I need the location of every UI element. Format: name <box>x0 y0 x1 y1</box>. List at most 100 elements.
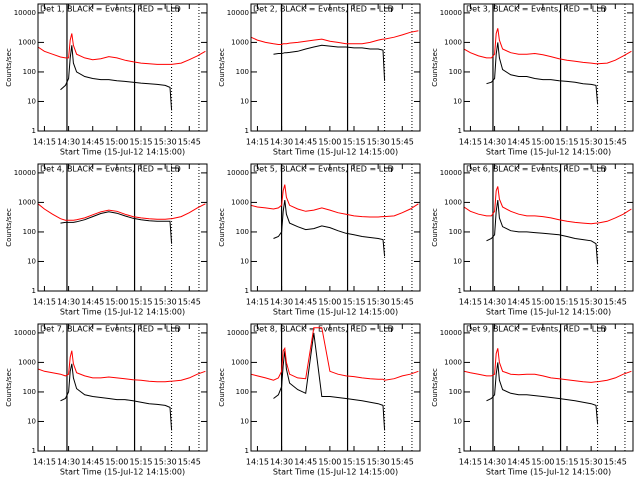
lines <box>464 28 632 105</box>
plot-frame <box>37 163 208 292</box>
lines <box>38 33 206 111</box>
series-line <box>273 44 386 81</box>
y-axis-label: Counts/sec <box>5 48 13 87</box>
plot-frame <box>37 3 208 132</box>
series-line <box>486 362 599 425</box>
panel-title: Det 2, BLACK = Events, RED = LLD <box>253 5 394 14</box>
y-tick-label: 1 <box>458 127 462 135</box>
lines <box>464 186 632 265</box>
x-tick-label: 15:00 <box>531 298 554 307</box>
series-line <box>38 203 206 221</box>
y-tick-label: 100 <box>449 228 462 236</box>
panel: Det 1, BLACK = Events, RED = LLD Start Ti… <box>5 3 208 157</box>
series-line <box>251 184 419 218</box>
x-axis-label: Start Time (15-Jul-12 14:15:00) <box>486 308 611 317</box>
series-line <box>60 363 173 431</box>
series-line <box>273 200 386 257</box>
y-tick-label: 1000 <box>18 358 36 366</box>
x-tick-label: 15:15 <box>129 458 152 467</box>
x-tick-label: 14:15 <box>459 298 482 307</box>
lines <box>251 184 419 257</box>
series-line <box>273 332 386 431</box>
y-tick-label: 100 <box>236 228 249 236</box>
x-tick-label: 14:15 <box>33 458 56 467</box>
y-tick-label: 10 <box>453 417 462 425</box>
panel: Det 7, BLACK = Events, RED = LLD Start Ti… <box>5 323 208 477</box>
y-axis-label: Counts/sec <box>218 48 226 87</box>
x-tick-label: 14:15 <box>246 298 269 307</box>
lines <box>251 327 419 431</box>
x-tick-label: 15:15 <box>342 458 365 467</box>
x-tick-label: 15:15 <box>129 138 152 147</box>
bracket <box>384 167 393 172</box>
x-tick-label: 14:45 <box>507 458 530 467</box>
x-tick-label: 15:00 <box>318 298 341 307</box>
x-tick-label: 15:45 <box>391 138 414 147</box>
x-tick-label: 14:45 <box>507 138 530 147</box>
bracket <box>597 7 606 12</box>
lines <box>464 348 632 425</box>
y-tick-label: 10000 <box>14 9 36 17</box>
x-axis-label: Start Time (15-Jul-12 14:15:00) <box>486 148 611 157</box>
y-tick-label: 10 <box>27 257 36 265</box>
x-tick-label: 14:30 <box>57 138 80 147</box>
bracket <box>384 7 393 12</box>
y-tick-label: 1000 <box>18 198 36 206</box>
panel: Det 5, BLACK = Events, RED = LLD Start Ti… <box>218 163 421 317</box>
x-tick-label: 14:30 <box>483 458 506 467</box>
x-tick-label: 15:45 <box>604 298 627 307</box>
plot-frame <box>250 323 421 452</box>
x-tick-label: 15:45 <box>391 298 414 307</box>
y-tick-label: 10 <box>453 257 462 265</box>
y-tick-label: 1 <box>245 447 249 455</box>
x-tick-label: 14:45 <box>294 138 317 147</box>
x-tick-label: 15:30 <box>367 458 390 467</box>
x-tick-label: 14:15 <box>459 138 482 147</box>
x-tick-label: 15:45 <box>178 298 201 307</box>
x-tick-label: 15:15 <box>342 298 365 307</box>
y-tick-label: 1000 <box>444 38 462 46</box>
x-tick-label: 14:30 <box>270 138 293 147</box>
x-tick-label: 14:30 <box>270 298 293 307</box>
y-axis-label: Counts/sec <box>218 208 226 247</box>
y-tick-label: 1 <box>245 287 249 295</box>
y-tick-label: 1000 <box>444 358 462 366</box>
series-line <box>464 186 632 225</box>
panel-title: Det 1, BLACK = Events, RED = LLD <box>40 5 181 14</box>
panel-title: Det 6, BLACK = Events, RED = LLD <box>466 165 607 174</box>
x-tick-label: 15:30 <box>154 138 177 147</box>
series-line <box>60 45 173 111</box>
panel: Det 3, BLACK = Events, RED = LLD Start Ti… <box>431 3 634 157</box>
y-tick-label: 1 <box>32 447 36 455</box>
lines <box>38 350 206 431</box>
x-tick-label: 14:15 <box>459 458 482 467</box>
y-tick-label: 10 <box>453 97 462 105</box>
y-tick-label: 1 <box>32 287 36 295</box>
y-tick-label: 1 <box>458 447 462 455</box>
x-tick-label: 15:45 <box>604 138 627 147</box>
plot-frame <box>463 323 634 452</box>
x-tick-label: 14:15 <box>246 458 269 467</box>
y-tick-label: 100 <box>236 68 249 76</box>
x-tick-label: 15:15 <box>129 298 152 307</box>
x-tick-label: 14:45 <box>81 138 104 147</box>
panel: Det 9, BLACK = Events, RED = LLD Start Ti… <box>431 323 634 477</box>
x-tick-label: 14:45 <box>294 298 317 307</box>
x-axis-label: Start Time (15-Jul-12 14:15:00) <box>273 308 398 317</box>
y-tick-label: 100 <box>23 68 36 76</box>
lines <box>251 30 419 81</box>
series-line <box>38 33 206 65</box>
panel-title: Det 3, BLACK = Events, RED = LLD <box>466 5 607 14</box>
y-tick-label: 10000 <box>440 329 462 337</box>
bracket <box>171 167 180 172</box>
series-line <box>486 200 599 265</box>
x-tick-label: 14:15 <box>33 298 56 307</box>
x-tick-label: 15:30 <box>367 298 390 307</box>
x-tick-label: 14:45 <box>294 458 317 467</box>
x-tick-label: 15:45 <box>391 458 414 467</box>
y-tick-label: 10000 <box>227 169 249 177</box>
bracket <box>597 167 606 172</box>
bracket <box>384 327 393 332</box>
y-tick-label: 100 <box>23 228 36 236</box>
y-axis-label: Counts/sec <box>431 368 439 407</box>
